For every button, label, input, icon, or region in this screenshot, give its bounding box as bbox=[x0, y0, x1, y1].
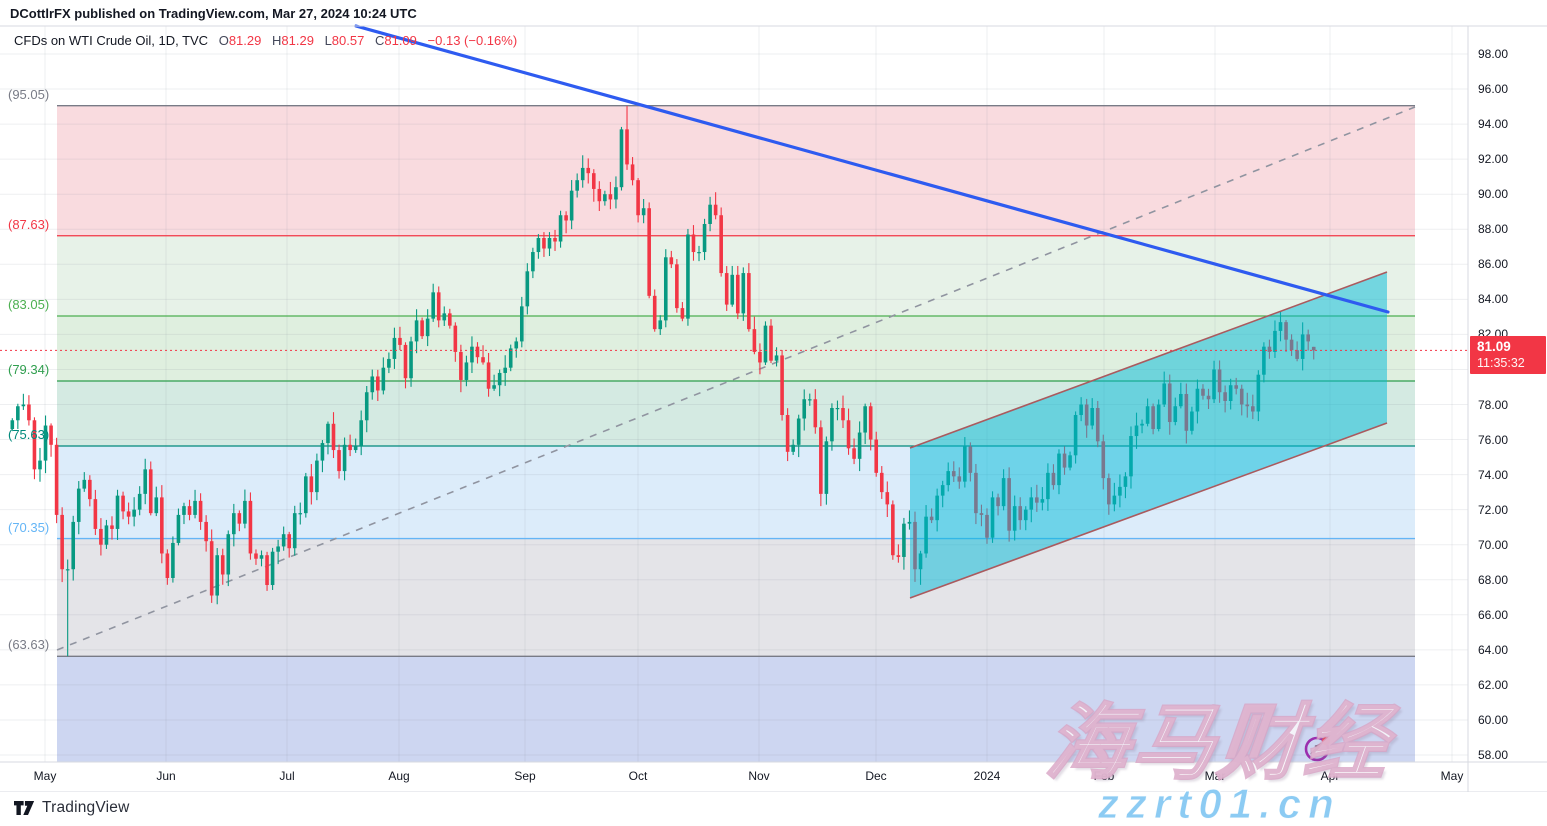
price-axis-label: 72.00 bbox=[1478, 502, 1509, 517]
fib-level-label: (83.05) bbox=[8, 296, 50, 312]
time-axis-label: Feb bbox=[1093, 769, 1115, 783]
tradingview-logo-text: TradingView bbox=[42, 799, 130, 816]
price-axis-label: 96.00 bbox=[1478, 82, 1509, 97]
watermark-dart-icon bbox=[1304, 736, 1331, 762]
fib-band bbox=[57, 656, 1415, 762]
footer-bar: TradingView bbox=[0, 792, 1547, 826]
fib-level-label: (95.05) bbox=[8, 86, 50, 102]
open-value: 81.29 bbox=[228, 33, 262, 48]
close-label: C bbox=[374, 33, 385, 48]
parallel-channel-fill[interactable] bbox=[910, 272, 1387, 598]
tradingview-logo-link[interactable]: TradingView bbox=[14, 799, 130, 817]
price-axis-label: 90.00 bbox=[1478, 187, 1509, 202]
price-axis-label: 74.00 bbox=[1478, 467, 1509, 482]
close-value: 81.09 bbox=[384, 33, 417, 48]
price-axis-label: 94.00 bbox=[1478, 117, 1509, 132]
price-axis-label: 88.00 bbox=[1478, 222, 1509, 237]
price-axis-label: 64.00 bbox=[1478, 642, 1509, 657]
tradingview-logo-icon bbox=[14, 801, 35, 815]
attribution-text: DCottlrFX published on TradingView.com, … bbox=[10, 6, 417, 21]
channel-bottom-line[interactable] bbox=[909, 422, 1388, 599]
price-axis-label: 62.00 bbox=[1478, 677, 1509, 692]
change-value: −0.13 (−0.16%) bbox=[427, 33, 518, 48]
time-axis-label: Mar bbox=[1204, 769, 1226, 783]
price-axis-label: 60.00 bbox=[1478, 712, 1509, 727]
descending-blue-trendline[interactable] bbox=[354, 24, 1390, 314]
fib-band bbox=[57, 538, 1415, 657]
ascending-dashed-trendline[interactable] bbox=[56, 106, 1416, 651]
last-price-badge: 81.09 11:35:32 bbox=[1470, 336, 1546, 374]
price-axis-label: 86.00 bbox=[1478, 257, 1509, 272]
price-axis-label: 68.00 bbox=[1478, 572, 1509, 587]
fib-level-label: (79.34) bbox=[8, 362, 50, 378]
time-axis-label: Nov bbox=[748, 769, 770, 783]
time-axis-label: Apr bbox=[1320, 769, 1340, 783]
fib-band bbox=[57, 105, 1415, 236]
high-value: 81.29 bbox=[281, 33, 314, 48]
price-axis-label: 78.00 bbox=[1478, 397, 1509, 412]
price-axis-label: 84.00 bbox=[1478, 292, 1509, 307]
time-axis-label: May bbox=[33, 769, 57, 783]
low-value: 80.57 bbox=[331, 33, 365, 48]
open-label: O bbox=[218, 33, 229, 48]
bar-countdown: 11:35:32 bbox=[1477, 356, 1525, 370]
high-label: H bbox=[272, 33, 282, 48]
fib-level-label: (63.63) bbox=[8, 637, 50, 653]
time-axis-label: May bbox=[1440, 769, 1464, 783]
time-axis-label: Jul bbox=[279, 769, 295, 783]
price-axis-label: 76.00 bbox=[1478, 432, 1509, 447]
time-axis-label: Jun bbox=[156, 769, 176, 783]
fib-level-label: (70.35) bbox=[8, 519, 50, 535]
time-axis-label: Oct bbox=[628, 769, 648, 783]
symbol-legend: CFDs on WTI Crude Oil, 1D, TVC O81.29 H8… bbox=[14, 33, 517, 48]
symbol-title[interactable]: CFDs on WTI Crude Oil, 1D, TVC bbox=[14, 33, 209, 48]
price-axis-label: 92.00 bbox=[1478, 152, 1509, 167]
channel-top-line[interactable] bbox=[909, 271, 1388, 449]
time-axis-label: Aug bbox=[388, 769, 410, 783]
price-axis-label: 98.00 bbox=[1478, 47, 1509, 61]
fib-level-label: (87.63) bbox=[8, 216, 50, 232]
last-price-value: 81.09 bbox=[1477, 339, 1511, 354]
time-axis-label: Dec bbox=[865, 769, 887, 783]
fib-level-label: (75.63) bbox=[8, 427, 50, 443]
price-axis-label: 70.00 bbox=[1478, 537, 1509, 552]
price-axis-label: 58.00 bbox=[1478, 748, 1509, 762]
time-axis-label: Sep bbox=[514, 769, 536, 783]
low-label: L bbox=[324, 33, 332, 48]
time-axis-label: 2024 bbox=[973, 769, 1001, 783]
price-axis-label: 66.00 bbox=[1478, 607, 1509, 622]
